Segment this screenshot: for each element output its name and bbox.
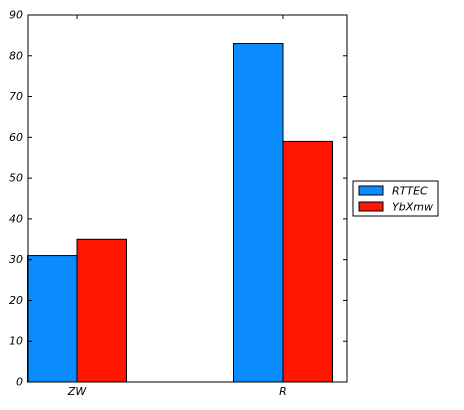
y-tick-label: 20 — [9, 294, 23, 307]
bar-ybxmw-zw — [76, 238, 127, 383]
bars-layer — [27, 43, 333, 383]
y-tick-label: 80 — [9, 49, 23, 62]
chart-legend: RTTEC YbXmw — [352, 180, 439, 217]
axes-layer: 0 10 20 30 40 50 60 70 80 90 ZW R — [9, 9, 348, 398]
x-tick-label-zw: ZW — [67, 385, 88, 398]
plot-frame — [27, 14, 348, 383]
bar-rttec-zw — [27, 255, 78, 383]
bar-rttec-r — [233, 43, 284, 383]
y-tick-label: 10 — [9, 335, 23, 348]
y-tick-label: 60 — [9, 131, 23, 144]
legend-swatch-ybxmw — [358, 201, 384, 212]
y-tick-label: 0 — [16, 376, 23, 389]
x-tick-label-r: R — [279, 385, 287, 398]
y-tick-label: 90 — [9, 9, 23, 22]
bar-ybxmw-r — [282, 140, 333, 383]
legend-swatch-rttec — [358, 185, 384, 196]
y-tick-label: 30 — [9, 253, 23, 266]
y-tick-label: 40 — [9, 212, 23, 225]
y-tick-label: 70 — [9, 90, 23, 103]
y-tick-label: 50 — [9, 172, 23, 185]
legend-label-ybxmw: YbXmw — [392, 201, 433, 214]
legend-label-rttec: RTTEC — [392, 185, 428, 198]
